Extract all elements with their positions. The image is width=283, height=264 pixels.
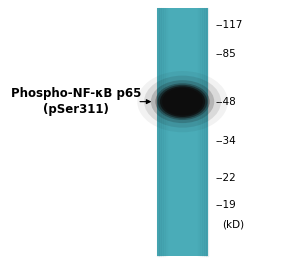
Ellipse shape [155,83,210,120]
Ellipse shape [144,76,221,128]
Text: Phospho-NF-κB p65: Phospho-NF-κB p65 [11,87,142,100]
Ellipse shape [137,71,228,132]
Text: --19: --19 [215,200,236,210]
Text: --22: --22 [215,173,236,183]
Ellipse shape [162,88,203,115]
Bar [157,8,208,256]
Text: --34: --34 [215,136,236,146]
Text: (pSer311): (pSer311) [44,103,109,116]
Ellipse shape [158,85,207,119]
Text: --117: --117 [215,20,243,30]
Ellipse shape [160,86,205,117]
Text: --48: --48 [215,97,236,107]
Text: (kD): (kD) [222,219,244,229]
Text: --85: --85 [215,49,236,59]
Ellipse shape [166,90,200,113]
Ellipse shape [151,80,214,123]
